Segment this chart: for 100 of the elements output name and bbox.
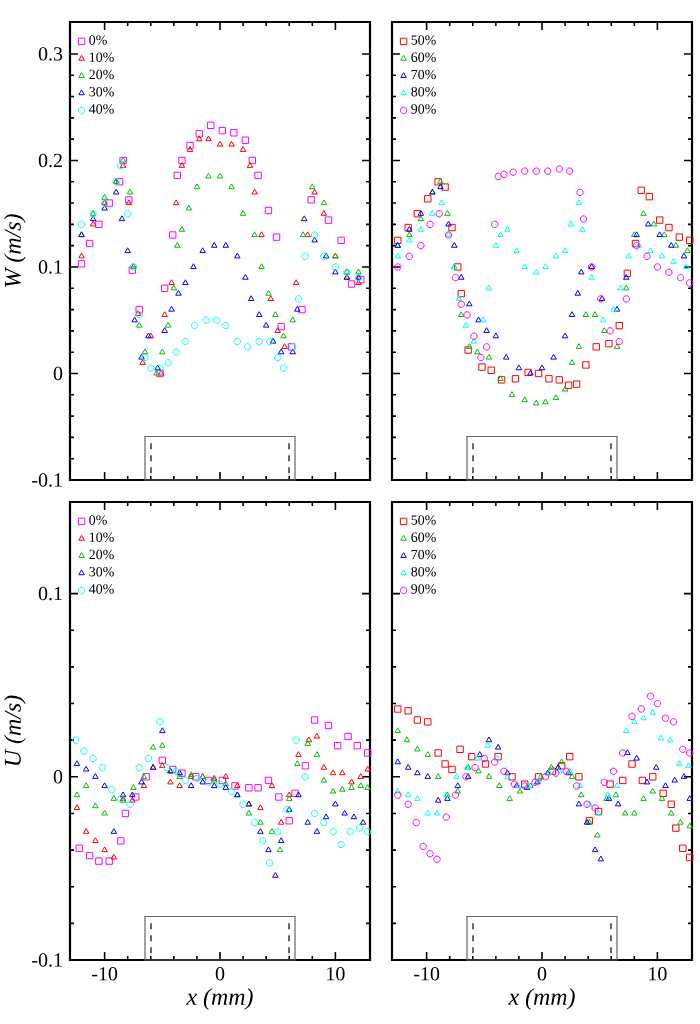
point xyxy=(684,247,691,254)
point xyxy=(357,782,365,789)
point xyxy=(479,316,487,323)
point xyxy=(658,795,666,801)
point xyxy=(160,284,169,292)
point xyxy=(638,776,647,785)
point xyxy=(566,167,574,175)
point xyxy=(403,736,411,743)
point xyxy=(640,210,647,216)
point xyxy=(279,364,288,372)
point xyxy=(272,233,281,241)
point xyxy=(579,226,586,232)
point xyxy=(294,305,301,312)
point xyxy=(294,295,303,303)
point xyxy=(364,765,371,772)
point xyxy=(640,714,647,721)
point xyxy=(677,818,684,825)
point xyxy=(262,321,270,328)
point xyxy=(78,252,85,259)
point xyxy=(98,763,106,772)
point xyxy=(601,327,608,333)
point xyxy=(274,327,281,333)
point xyxy=(394,791,402,799)
point xyxy=(542,263,549,270)
point xyxy=(582,311,590,317)
point xyxy=(491,758,499,766)
point xyxy=(671,776,678,783)
point xyxy=(205,135,212,142)
point xyxy=(124,210,132,218)
point xyxy=(324,721,333,730)
point xyxy=(230,129,238,137)
point xyxy=(280,332,287,339)
point xyxy=(357,773,365,779)
point xyxy=(168,305,175,312)
point xyxy=(406,231,413,238)
point xyxy=(355,824,364,832)
point xyxy=(558,758,565,765)
point xyxy=(77,220,86,229)
point xyxy=(118,215,126,222)
point xyxy=(552,252,560,259)
point xyxy=(485,353,493,360)
point xyxy=(350,813,358,820)
point xyxy=(144,754,153,763)
point xyxy=(241,136,250,144)
point xyxy=(434,796,442,803)
point xyxy=(172,199,180,206)
point xyxy=(276,846,284,853)
point xyxy=(448,765,456,774)
point xyxy=(513,247,520,254)
point xyxy=(544,167,552,175)
point xyxy=(161,327,168,333)
point xyxy=(85,851,94,860)
point xyxy=(77,260,86,268)
point xyxy=(442,813,450,821)
point xyxy=(582,361,590,369)
point xyxy=(216,140,224,147)
point xyxy=(257,828,264,834)
point xyxy=(394,758,402,765)
point xyxy=(218,126,226,135)
point xyxy=(521,263,528,270)
x-tick-label: 10 xyxy=(649,967,667,981)
point xyxy=(178,156,186,165)
point xyxy=(289,316,296,323)
point xyxy=(337,236,345,245)
point xyxy=(669,718,678,726)
point xyxy=(492,332,500,339)
point xyxy=(124,247,131,254)
point xyxy=(591,846,599,853)
point xyxy=(75,844,83,852)
point xyxy=(555,165,563,173)
point xyxy=(617,284,624,291)
point xyxy=(186,146,194,152)
point xyxy=(662,782,669,789)
point xyxy=(615,321,623,330)
point xyxy=(575,199,583,206)
point xyxy=(331,263,340,271)
point xyxy=(628,760,636,768)
point xyxy=(574,289,582,296)
point xyxy=(412,818,420,827)
point xyxy=(234,252,241,259)
point xyxy=(199,778,206,785)
point xyxy=(464,346,472,354)
point xyxy=(568,311,576,317)
point xyxy=(313,828,321,834)
point xyxy=(105,199,113,207)
point xyxy=(89,754,97,763)
point xyxy=(239,210,247,216)
point xyxy=(434,773,442,779)
point xyxy=(685,762,692,768)
point xyxy=(159,741,166,748)
point xyxy=(245,809,253,816)
point xyxy=(547,763,555,770)
point xyxy=(126,800,134,808)
x-axis-title: x (mm) xyxy=(186,988,253,1010)
point xyxy=(682,263,690,270)
point xyxy=(453,773,460,779)
point xyxy=(239,146,247,152)
point xyxy=(631,718,638,724)
y-tick-label: 0 xyxy=(53,770,63,784)
point xyxy=(346,828,355,836)
